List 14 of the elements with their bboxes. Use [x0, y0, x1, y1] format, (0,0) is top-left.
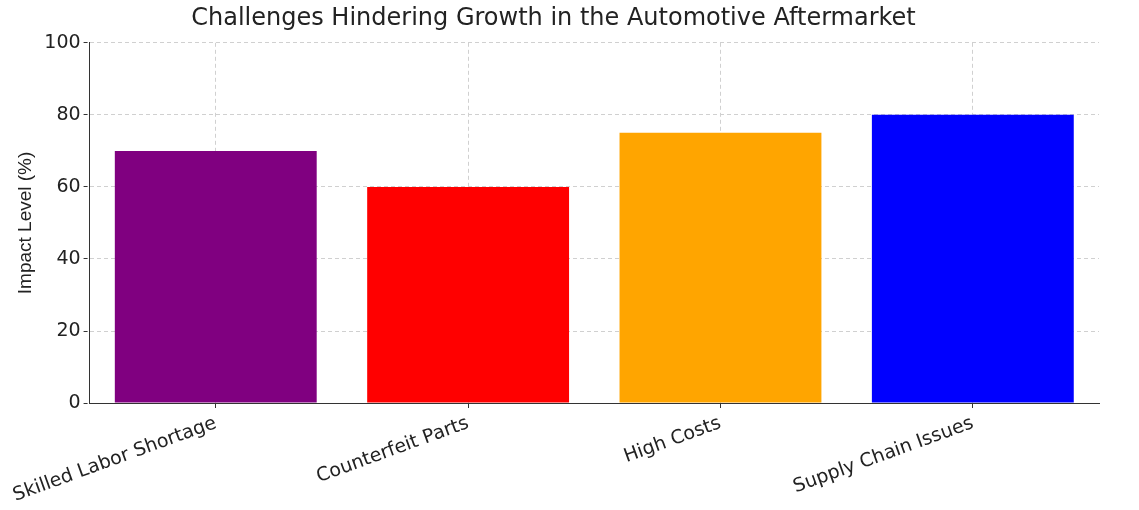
y-tick-label: 100 [44, 29, 81, 52]
y-tick-label: 40 [56, 245, 81, 268]
bar [619, 132, 822, 403]
y-tick-label: 80 [56, 101, 81, 124]
chart-title: Challenges Hindering Growth in the Automotive Aftermarket [191, 2, 916, 31]
y-tick-label: 60 [56, 173, 81, 196]
bar [871, 114, 1074, 403]
bar [114, 150, 317, 403]
y-tick-label: 20 [56, 317, 81, 340]
x-tick-label: High Costs [620, 410, 724, 467]
x-tick-label: Supply Chain Issues [789, 410, 976, 497]
y-axis-title: Impact Level (%) [14, 151, 36, 295]
bar [367, 186, 570, 403]
y-tick-label: 0 [68, 390, 81, 413]
